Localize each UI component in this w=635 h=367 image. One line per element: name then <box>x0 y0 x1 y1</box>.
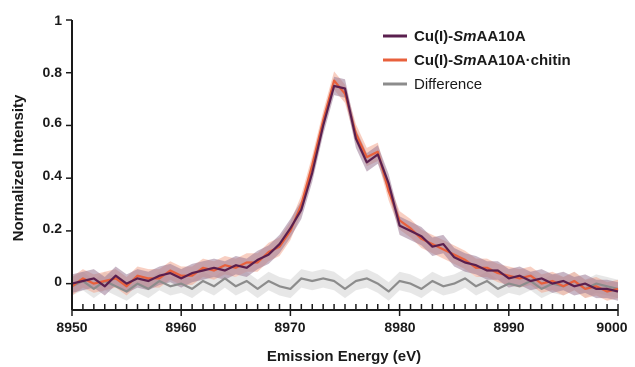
x-minor-ticks <box>71 304 619 310</box>
x-tick-label: 8990 <box>493 319 524 335</box>
y-axis-title: Normalized Intensity <box>10 94 27 241</box>
legend-label-smaa10a-chitin: Cu(I)-SmAA10A·chitin <box>414 52 571 69</box>
y-tick-label: 0.4 <box>43 167 63 183</box>
x-tick-label: 8980 <box>384 319 415 335</box>
series-lines <box>71 79 619 293</box>
y-tick-label: 0.6 <box>43 114 63 130</box>
x-tick-label: 8950 <box>56 319 87 335</box>
legend: Cu(I)-SmAA10A Cu(I)-SmAA10A·chitin Diffe… <box>383 28 571 93</box>
y-tick-label: 1 <box>54 12 62 28</box>
y-tick-label: 0.2 <box>43 220 63 236</box>
legend-label-difference: Difference <box>414 76 482 93</box>
series-band-0 <box>72 76 618 301</box>
uncertainty-bands <box>72 71 618 301</box>
series-line-0 <box>71 84 619 293</box>
series-line-2 <box>71 277 619 293</box>
x-major-ticks <box>71 310 619 316</box>
y-tick-label: 0.8 <box>43 64 63 80</box>
x-axis-title: Emission Energy (eV) <box>267 348 421 365</box>
series-band-1 <box>72 71 618 301</box>
y-major-ticks <box>66 19 72 285</box>
x-tick-label: 8970 <box>274 319 305 335</box>
legend-label-smaa10a: Cu(I)-SmAA10A <box>414 28 526 45</box>
series-line-1 <box>71 79 619 293</box>
x-tick-label: 8960 <box>165 319 196 335</box>
x-tick-label: 9000 <box>596 319 627 335</box>
y-tick-label: 0 <box>54 273 62 289</box>
